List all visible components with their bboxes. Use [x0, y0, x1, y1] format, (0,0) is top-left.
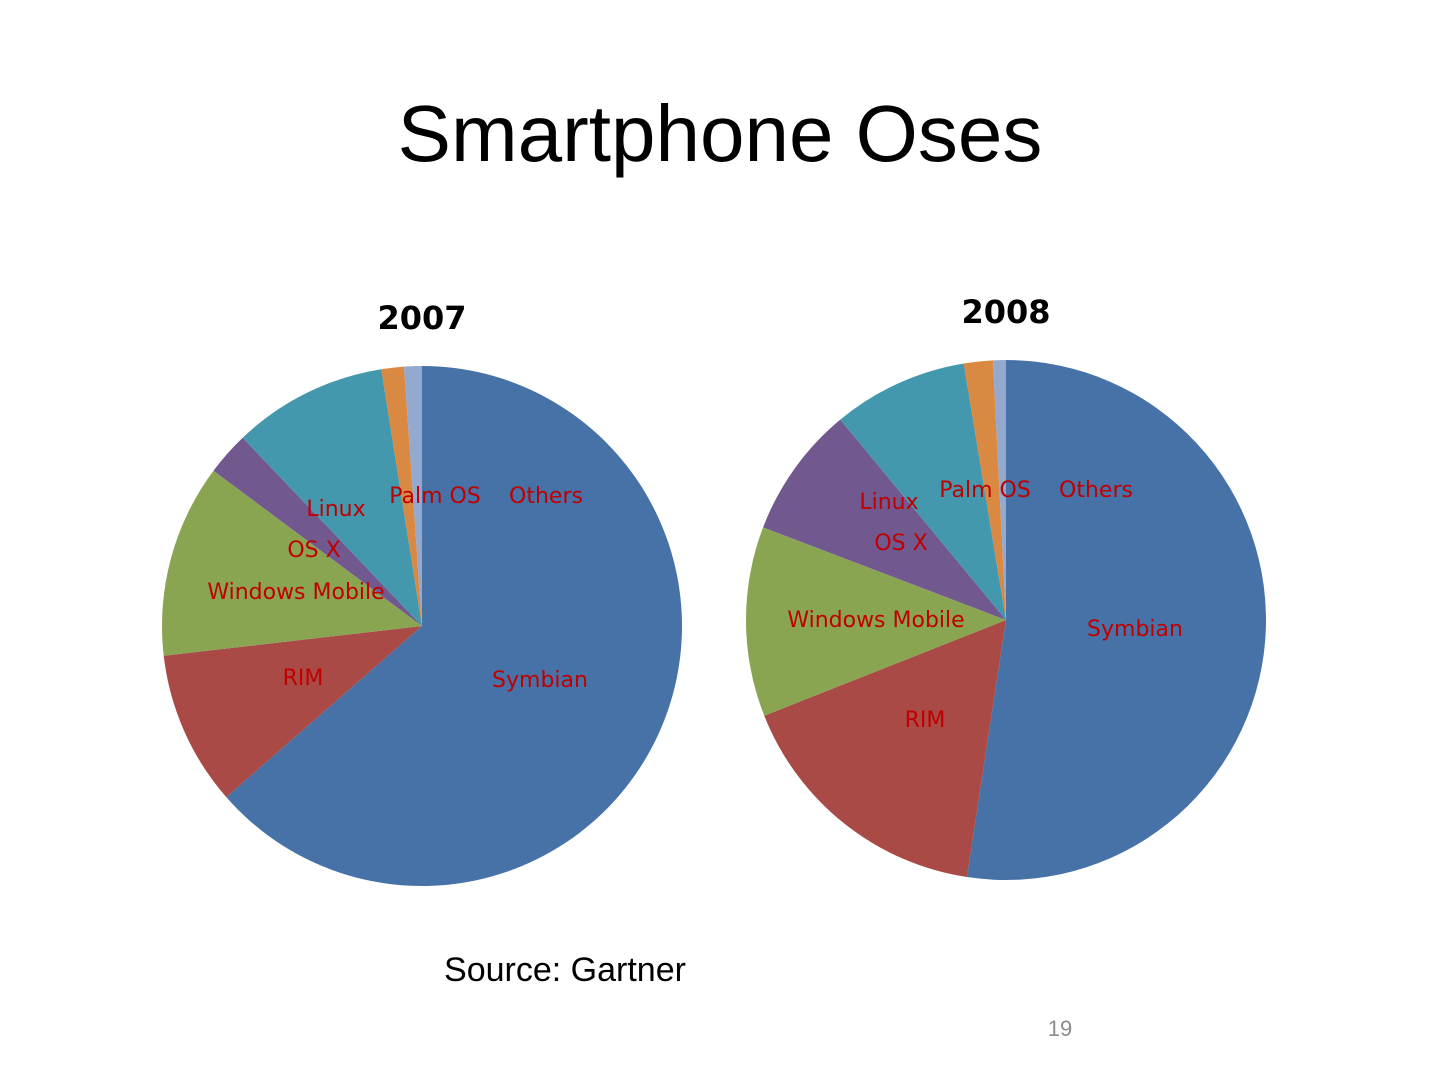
slice-label: OS X — [287, 538, 340, 563]
slice-label: Others — [509, 484, 583, 509]
pie-slice — [242, 369, 422, 626]
pie-slice — [764, 620, 1006, 878]
slice-label: Others — [1059, 478, 1133, 503]
chart-title: 2007 — [377, 299, 466, 337]
slice-label: Palm OS — [939, 478, 1031, 503]
pie-slice — [226, 366, 683, 887]
pie-slice — [213, 437, 422, 626]
pie-slice — [840, 363, 1006, 620]
pie-slice — [161, 470, 422, 656]
slice-label: Symbian — [492, 668, 588, 693]
slice-label: Linux — [306, 497, 365, 522]
pie-slice — [746, 527, 1006, 716]
chart-title: 2008 — [961, 293, 1050, 331]
slice-label: RIM — [905, 708, 946, 733]
source: Source: Gartner — [444, 951, 686, 989]
pie-slice — [992, 360, 1006, 620]
slice-label: Palm OS — [389, 484, 481, 509]
slice-label: Windows Mobile — [207, 580, 384, 605]
pie-slice — [963, 360, 1006, 620]
pie-slice — [163, 626, 423, 798]
page-number: 19 — [1048, 1016, 1072, 1041]
pie-slice — [966, 359, 1266, 880]
slice-label: Symbian — [1087, 617, 1183, 642]
slice-label: RIM — [283, 666, 324, 691]
pie-slice — [763, 419, 1006, 620]
slice-label: Linux — [859, 490, 918, 515]
pie-slice — [404, 366, 422, 626]
slide-title: Smartphone Oses — [398, 89, 1043, 178]
slice-label: Windows Mobile — [787, 608, 964, 633]
slice-label: OS X — [874, 531, 927, 556]
pie-slice — [381, 366, 422, 626]
